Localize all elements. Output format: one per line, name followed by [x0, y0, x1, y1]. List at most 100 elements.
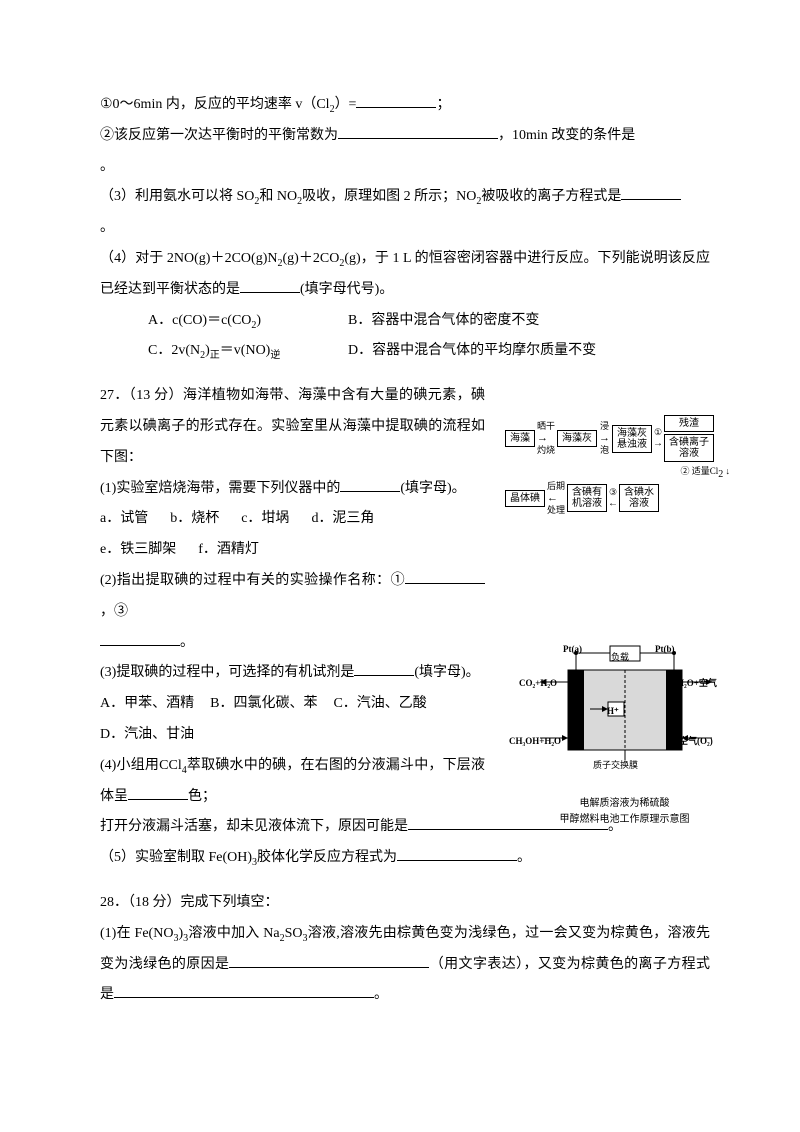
q26-line2b: 。: [100, 152, 710, 183]
node-organic: 含碘有 机溶液: [567, 484, 607, 512]
q26-line4: （4）对于 2NO(g)＋2CO(g)N2(g)＋2CO2(g)，于 1 L 的…: [100, 244, 710, 306]
node-ash: 海藻灰: [557, 430, 597, 447]
text: (2)指出提取碘的过程中有关的实验操作名称：①: [100, 573, 405, 588]
text: ② 适量Cl: [680, 466, 718, 476]
arrow-icon: ①→: [652, 427, 664, 450]
text: （3）利用氨水可以将 SO: [100, 189, 254, 204]
text: (1)实验室焙烧海带，需要下列仪器中的: [100, 481, 340, 496]
arrow-icon: 晒干→灼烧: [535, 421, 557, 456]
text: 被吸收的离子方程式是: [481, 189, 621, 204]
node-seaweed: 海藻: [505, 430, 535, 447]
opt-c: C．2v(N2)正＝v(NO)逆: [148, 336, 348, 367]
text: 。: [374, 987, 388, 1002]
text: (1)在 Fe(NO: [100, 926, 173, 941]
text: C．2v(N: [148, 343, 200, 358]
q26-line2: ②该反应第一次达平衡时的平衡常数为 ，10min 改变的条件是: [100, 121, 710, 152]
opt-b: B．容器中混合气体的密度不变: [348, 306, 710, 337]
opt: e．铁三脚架: [100, 535, 176, 566]
node-crystal: 晶体碘: [505, 490, 545, 507]
blank[interactable]: [338, 123, 498, 138]
text: （5）实验室制取 Fe(OH): [100, 850, 252, 865]
text: 吸收，原理如图 2 所示；NO: [302, 189, 476, 204]
blank[interactable]: [128, 784, 188, 799]
fuel-cell-diagram: Pt(a) 负载 Pt(b) CO₂+H₂O H₂O+空气 CH₃OH+H₂O …: [527, 640, 722, 827]
label: 泡: [599, 445, 610, 456]
text: (填字母代号)。: [300, 282, 393, 297]
sub: 正: [210, 350, 220, 361]
label: 浸: [599, 421, 610, 432]
blank[interactable]: [229, 952, 429, 967]
blank[interactable]: [240, 277, 300, 292]
text: 。: [100, 159, 114, 174]
sub: 2: [718, 469, 723, 480]
blank[interactable]: [340, 476, 400, 491]
caption1: 电解质溶液为稀硫酸: [527, 797, 722, 811]
blank[interactable]: [397, 846, 517, 861]
text: 。: [100, 220, 114, 235]
label: 灼烧: [537, 445, 555, 456]
opt: b．烧杯: [170, 504, 219, 535]
q27-p5: （5）实验室制取 Fe(OH)3胶体化学反应方程式为。: [100, 843, 710, 874]
text: 溶液中加入 Na: [188, 926, 280, 941]
q27-intro: 27．（13 分）海洋植物如海带、海藻中含有大量的碘元素，碘元素以碘离子的形式存…: [100, 381, 485, 812]
text: ）=: [335, 97, 357, 112]
blank[interactable]: [356, 93, 436, 108]
q27-p2b: 。: [100, 628, 485, 659]
text: (填字母)。: [414, 665, 479, 680]
text: 。: [180, 635, 194, 650]
text: ，10min 改变的条件是: [498, 128, 635, 143]
text: ②该反应第一次达平衡时的平衡常数为: [100, 128, 338, 143]
blank[interactable]: [100, 630, 180, 645]
sub: 逆: [270, 350, 280, 361]
text: ): [256, 313, 261, 328]
text: A．c(CO)＝c(CO: [148, 313, 251, 328]
blank[interactable]: [354, 661, 414, 676]
text: 和 NO: [259, 189, 297, 204]
text: (g)＋2CO: [282, 251, 339, 266]
opt-d: D．汽油、甘油: [100, 720, 485, 751]
text: ；: [436, 97, 450, 112]
flowchart-iodine-extraction: 海藻 晒干→灼烧 海藻灰 浸→泡 海藻灰 悬浊液 ①→ 残渣 含碘离子 溶液 ②…: [505, 415, 730, 520]
label-h2o-air: H₂O+空气: [677, 674, 717, 694]
label-h-plus: H⁺: [607, 702, 619, 722]
label-ch3oh: CH₃OH+H₂O: [509, 732, 561, 752]
label-pta: Pt(a): [563, 640, 582, 660]
blank[interactable]: [114, 983, 374, 998]
q26-line1: ①0～6min 内，反应的平均速率 v（Cl2）=；: [100, 90, 710, 121]
text: (4)小组用CCl: [100, 758, 182, 773]
label: 处理: [547, 505, 565, 516]
q27-p3-opts: A．甲苯、酒精 B．四氯化碳、苯 C．汽油、乙酸: [100, 689, 485, 720]
blank[interactable]: [405, 569, 485, 584]
label-co2: CO₂+H₂O: [519, 674, 557, 694]
text: 27．（13 分）海洋植物如海带、海藻中含有大量的碘元素，碘元素以碘离子的形式存…: [100, 381, 485, 473]
q27-p4: (4)小组用CCl4萃取碘水中的碘，在右图的分液漏斗中，下层液体呈色；: [100, 751, 485, 813]
q27-p3: (3)提取碘的过程中，可选择的有机试剂是 (填字母)。: [100, 658, 485, 689]
q27-opts1b: e．铁三脚架 f．酒精灯: [100, 535, 485, 566]
exam-page: ①0～6min 内，反应的平均速率 v（Cl2）=； ②该反应第一次达平衡时的平…: [100, 90, 710, 1011]
label-ptb: Pt(b): [655, 640, 675, 660]
q26-options: A．c(CO)＝c(CO2) B．容器中混合气体的密度不变 C．2v(N2)正＝…: [100, 306, 710, 368]
opt-a: A．c(CO)＝c(CO2): [148, 306, 348, 337]
opt: d．泥三角: [311, 504, 374, 535]
opt: f．酒精灯: [198, 535, 259, 566]
text: （4）对于 2NO(g)＋2CO(g)N: [100, 251, 277, 266]
arrow-icon: ③←: [607, 487, 619, 510]
text: (填字母)。: [400, 481, 465, 496]
arrow-icon: 后期←处理: [545, 481, 567, 516]
label: ①: [653, 427, 663, 438]
node-iodide-soln: 含碘离子 溶液: [664, 434, 714, 462]
q28-p1: (1)在 Fe(NO3)3溶液中加入 Na2SO3溶液,溶液先由棕黄色变为浅绿色…: [100, 919, 710, 1011]
text: 。: [517, 850, 531, 865]
q28-head: 28．（18 分）完成下列填空：: [100, 888, 710, 919]
text: 打开分液漏斗活塞，却未见液体流下，原因可能是: [100, 819, 408, 834]
q27-opts1: a．试管b．烧杯c．坩埚d．泥三角: [100, 504, 485, 535]
blank[interactable]: [621, 185, 681, 200]
text: (3)提取碘的过程中，可选择的有机试剂是: [100, 665, 354, 680]
opt: B．四氯化碳、苯: [210, 689, 317, 720]
label: 后期: [547, 481, 565, 492]
opt: c．坩埚: [241, 504, 289, 535]
label: 晒干: [537, 421, 555, 432]
label-air-o2: 空气(O₂): [679, 732, 713, 752]
label-membrane: 质子交换膜: [593, 756, 638, 776]
text: ，③: [100, 604, 128, 619]
